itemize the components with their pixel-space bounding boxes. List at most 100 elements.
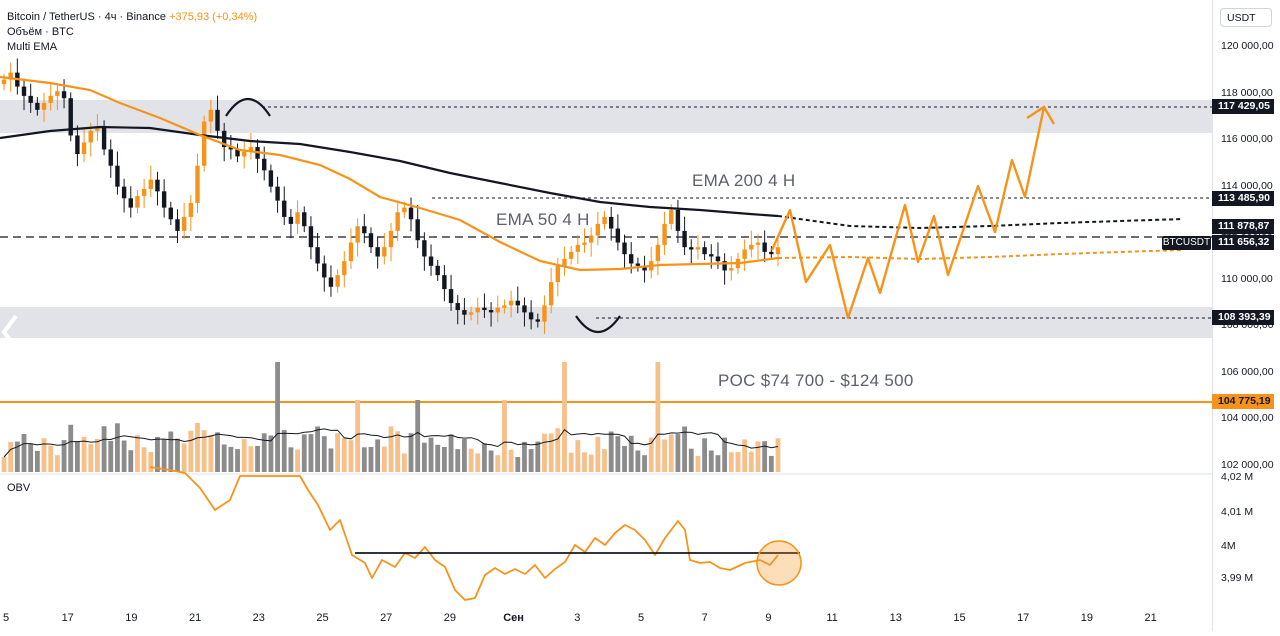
- candle-body: [702, 247, 707, 255]
- volume-bar: [74, 442, 80, 472]
- candle: [615, 214, 621, 251]
- candle: [468, 306, 474, 321]
- volume-bar: [728, 452, 734, 472]
- obv-axis-tick: 4,01 M: [1221, 506, 1254, 518]
- volume-bar: [241, 439, 247, 472]
- candle: [635, 257, 641, 272]
- candle-body: [715, 256, 721, 262]
- volume-bar: [81, 436, 87, 472]
- candle: [215, 95, 220, 139]
- candle: [188, 195, 194, 232]
- candle-body: [41, 102, 47, 110]
- volume-bar: [395, 431, 401, 472]
- volume-bar: [375, 439, 381, 472]
- volume-bar: [582, 452, 587, 472]
- price-tag: 113 485,90: [1212, 191, 1274, 207]
- candle: [769, 246, 774, 260]
- volume-bar: [542, 433, 547, 472]
- volume-bar: [482, 443, 487, 472]
- candle: [649, 246, 654, 279]
- volume-bar: [301, 434, 307, 472]
- volume-bar: [715, 455, 721, 472]
- price-axis-tick: 102 000,00: [1221, 459, 1274, 471]
- candle: [722, 253, 727, 285]
- candle: [208, 99, 214, 134]
- candle-body: [208, 109, 214, 122]
- candle-body: [315, 247, 320, 264]
- volume-bar: [335, 433, 341, 472]
- candle-body: [375, 247, 380, 257]
- candle-body: [388, 230, 394, 248]
- volume-bar: [495, 455, 501, 472]
- volume-bar: [381, 446, 387, 472]
- candle-body: [295, 212, 300, 224]
- candle: [302, 206, 307, 233]
- chevron-left-icon[interactable]: [0, 312, 22, 352]
- price-tag: 111 656,32: [1212, 235, 1274, 250]
- candle: [322, 255, 327, 292]
- candle: [248, 132, 254, 160]
- currency-button[interactable]: USDT: [1220, 8, 1272, 27]
- candle-body: [588, 235, 594, 243]
- volume-bar: [61, 440, 67, 472]
- candle-body: [302, 212, 307, 227]
- volume-bar: [175, 438, 180, 472]
- candle-body: [535, 319, 540, 322]
- time-axis-tick: 7: [701, 612, 708, 624]
- volume-bar: [1, 457, 7, 472]
- candle-body: [622, 242, 627, 255]
- volume-bar: [355, 400, 361, 472]
- candle-body: [629, 254, 634, 264]
- volume-bar: [682, 426, 687, 472]
- volume-bar: [562, 362, 567, 472]
- volume-bar: [722, 437, 728, 472]
- candle: [348, 228, 354, 270]
- candle-body: [128, 198, 133, 208]
- volume-bar: [515, 457, 521, 472]
- volume-bar: [328, 448, 334, 472]
- volume-bar: [455, 449, 461, 472]
- candle: [368, 227, 374, 254]
- candle-body: [181, 216, 187, 231]
- candle-body: [528, 312, 534, 320]
- volume-bar: [508, 449, 514, 472]
- candle-body: [722, 261, 727, 271]
- candle-body: [275, 186, 280, 201]
- time-axis-tick: 21: [188, 612, 202, 624]
- candle: [141, 178, 147, 209]
- candle: [755, 234, 761, 260]
- ema-50-line: [0, 75, 779, 272]
- candle: [562, 246, 567, 276]
- volume-bar: [228, 446, 234, 472]
- volume-bar: [201, 430, 207, 472]
- candle-body: [362, 226, 367, 234]
- volume-bar: [415, 400, 421, 472]
- candle: [355, 218, 360, 257]
- volume-bar: [702, 438, 708, 472]
- volume-bar: [181, 443, 187, 472]
- candle: [315, 232, 320, 272]
- candle-body: [475, 307, 480, 313]
- legend-ema: Multi EMA: [7, 41, 58, 53]
- volume-bar: [68, 424, 74, 472]
- candle-body: [68, 98, 73, 136]
- volume-bar: [88, 444, 94, 472]
- candle-body: [608, 216, 614, 229]
- candle: [408, 197, 414, 232]
- candle-body: [562, 258, 567, 266]
- candle-body: [61, 91, 67, 99]
- symbol-tag: BTCUSDT: [1162, 236, 1211, 250]
- candle: [15, 58, 20, 95]
- candle: [35, 97, 40, 116]
- volume-bar: [688, 448, 694, 472]
- volume-bar: [95, 439, 100, 472]
- candle: [435, 259, 440, 281]
- volume-bar: [595, 436, 601, 472]
- candle: [709, 244, 714, 269]
- time-axis-tick: 25: [316, 612, 329, 624]
- candle: [201, 115, 207, 172]
- volume-bar: [662, 439, 667, 472]
- candle: [462, 297, 467, 325]
- candle: [582, 228, 587, 253]
